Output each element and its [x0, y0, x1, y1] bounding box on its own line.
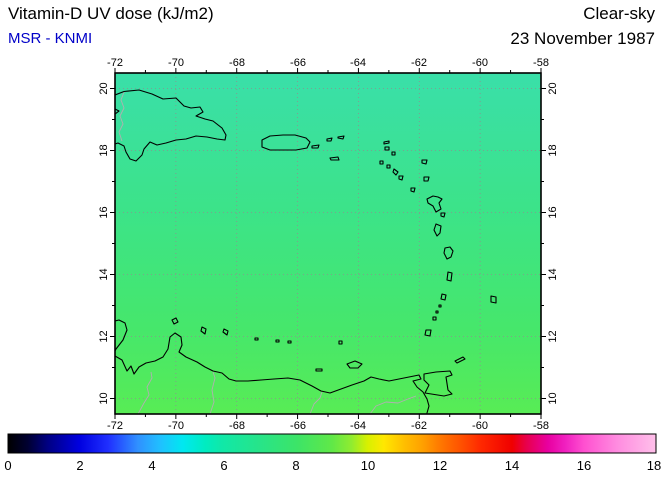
tobago-coast — [454, 356, 466, 364]
lon-tick-label: -62 — [411, 420, 427, 432]
abc-islands — [171, 317, 229, 336]
lon-tick-label: -68 — [229, 420, 245, 432]
lon-tick-label: -66 — [290, 57, 306, 69]
lat-tick-label: 20 — [98, 82, 110, 94]
lat-tick-label: 18 — [547, 144, 559, 156]
colorbar-tick-label: 10 — [361, 458, 375, 473]
river-3 — [309, 391, 323, 414]
header-left: Vitamin-D UV dose (kJ/m2) MSR - KNMI — [8, 4, 214, 47]
lat-tick-label: 10 — [98, 392, 110, 404]
lon-tick-label: -62 — [411, 57, 427, 69]
haiti-dr-border — [118, 91, 125, 142]
lon-tick-label: -64 — [350, 420, 366, 432]
lat-tick-label: 16 — [547, 206, 559, 218]
header-right: Clear-sky 23 November 1987 — [510, 4, 655, 49]
leeward-islands — [379, 140, 430, 193]
gray-boundaries — [118, 91, 417, 414]
barbados-coast — [490, 295, 497, 304]
lat-lon-grid — [115, 73, 541, 414]
river-2 — [209, 371, 216, 414]
lat-tick-label: 10 — [547, 392, 559, 404]
axis-ticks — [110, 68, 546, 419]
lon-tick-label: -64 — [350, 57, 366, 69]
coastline-layer — [115, 89, 497, 414]
colorbar — [7, 433, 657, 454]
lat-tick-label: 14 — [98, 268, 110, 280]
sky-condition-label: Clear-sky — [583, 4, 655, 23]
lon-tick-label: -70 — [168, 420, 184, 432]
lat-tick-label: 12 — [547, 330, 559, 342]
colorbar-tick-label: 0 — [4, 458, 11, 473]
river-4 — [369, 395, 417, 414]
source-label: MSR - KNMI — [8, 30, 93, 48]
bottom-axis-labels: -72 -70 -68 -66 -64 -62 -60 -58 — [107, 420, 549, 432]
colorbar-tick-label: 18 — [647, 458, 661, 473]
trinidad-coast — [423, 370, 453, 397]
lon-tick-label: -68 — [229, 57, 245, 69]
lon-tick-label: -58 — [533, 420, 549, 432]
river-1 — [137, 371, 153, 414]
colorbar-tick-label: 8 — [292, 458, 299, 473]
venezuelan-islands — [254, 337, 363, 372]
lat-tick-label: 12 — [98, 330, 110, 342]
puerto-rico-coast — [261, 134, 311, 151]
colorbar-tick-label: 2 — [76, 458, 83, 473]
colorbar-labels: 0 2 4 6 8 10 12 14 16 18 — [4, 458, 661, 473]
top-axis-labels: -72 -70 -68 -66 -64 -62 -60 -58 — [107, 57, 549, 69]
lon-tick-label: -60 — [472, 57, 488, 69]
date-label: 23 November 1987 — [510, 29, 655, 49]
lat-tick-label: 16 — [98, 206, 110, 218]
windward-islands — [424, 195, 454, 337]
page-title: Vitamin-D UV dose (kJ/m2) — [8, 4, 214, 23]
right-axis-labels: 20 18 16 14 12 10 — [547, 82, 559, 404]
virgin-islands — [311, 135, 345, 161]
lat-tick-label: 20 — [547, 82, 559, 94]
lon-tick-label: -72 — [107, 420, 123, 432]
hispaniola-coast — [115, 89, 227, 162]
lon-tick-label: -66 — [290, 420, 306, 432]
uv-dose-field — [115, 73, 541, 414]
colorbar-tick-label: 16 — [577, 458, 591, 473]
guajira-peninsula-coast — [115, 319, 128, 352]
gonave-gulf-coast — [115, 108, 120, 115]
colorbar-tick-label: 4 — [148, 458, 155, 473]
lon-tick-label: -58 — [533, 57, 549, 69]
lat-tick-label: 14 — [547, 268, 559, 280]
left-axis-labels: 20 18 16 14 12 10 — [98, 82, 110, 404]
lon-tick-label: -70 — [168, 57, 184, 69]
lon-tick-label: -72 — [107, 57, 123, 69]
colorbar-tick-label: 14 — [505, 458, 519, 473]
lon-tick-label: -60 — [472, 420, 488, 432]
colorbar-tick-label: 6 — [220, 458, 227, 473]
colorbar-tick-label: 12 — [433, 458, 447, 473]
lat-tick-label: 18 — [98, 144, 110, 156]
venezuela-coast — [115, 332, 430, 414]
